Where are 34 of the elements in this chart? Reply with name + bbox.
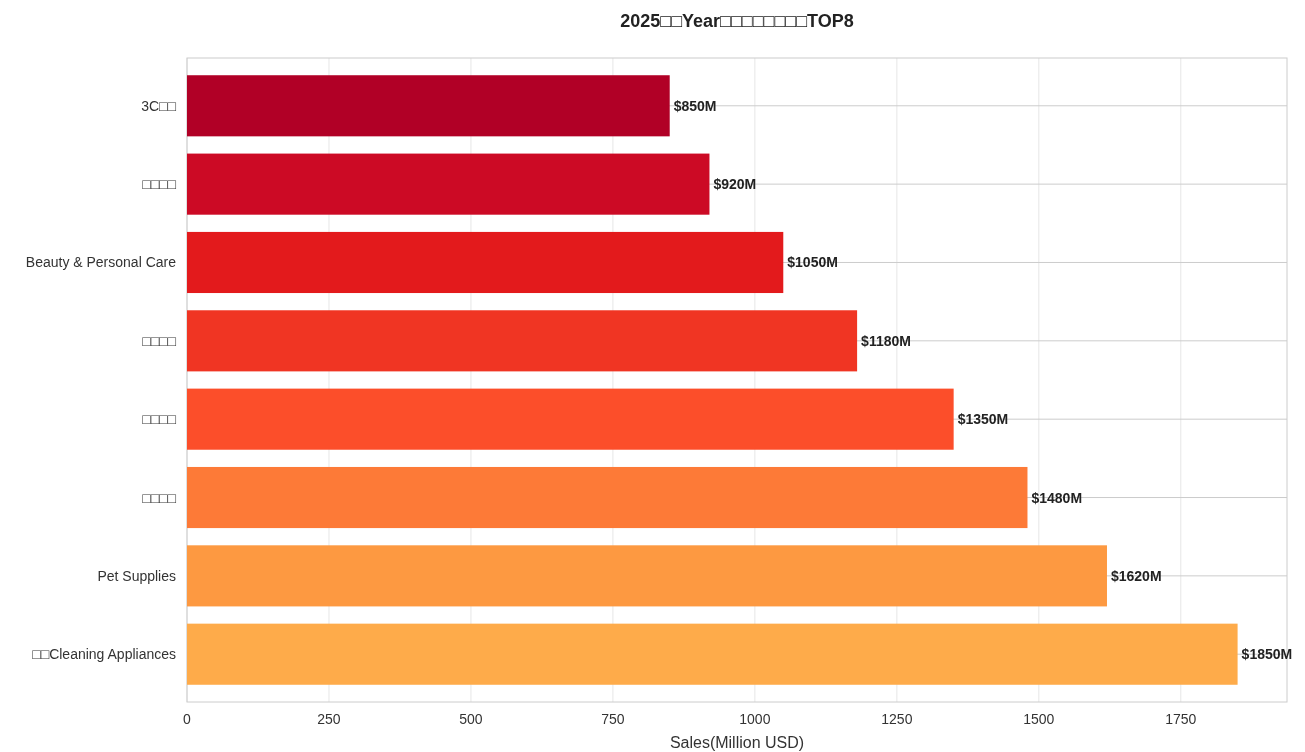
- bar: [187, 623, 1238, 685]
- x-tick-label: 1250: [881, 711, 913, 727]
- data-label: $1480M: [1031, 489, 1083, 506]
- data-label: $1050M: [787, 254, 838, 271]
- bar: [187, 153, 710, 215]
- bar: [187, 545, 1107, 607]
- data-label: $1850M: [1241, 646, 1293, 663]
- y-tick-label: □□□□: [142, 332, 177, 349]
- y-tick-label: Pet Supplies: [97, 567, 176, 584]
- data-label: $1620M: [1110, 567, 1162, 584]
- x-tick-label: 1750: [1165, 711, 1197, 727]
- bar: [187, 466, 1028, 529]
- data-label: $1350M: [957, 411, 1009, 428]
- x-tick-label: 1000: [739, 711, 771, 727]
- x-axis-title: Sales(Million USD): [669, 734, 805, 751]
- bar: [187, 75, 670, 137]
- data-label: $1180M: [861, 332, 911, 349]
- x-tick-label: 0: [183, 711, 192, 727]
- y-tick-label: Beauty & Personal Care: [25, 254, 177, 271]
- y-tick-label: 3C□□: [141, 97, 177, 114]
- x-tick-label: 250: [317, 711, 341, 727]
- data-label: $920M: [713, 176, 757, 193]
- chart-title: 2025□□Year□□□□□□□□TOP8: [620, 11, 854, 31]
- bar: [187, 231, 784, 294]
- bar: [187, 310, 858, 372]
- y-tick-label: □□□□: [142, 411, 177, 428]
- y-tick-label: □□□□: [142, 489, 177, 506]
- x-tick-label: 750: [601, 711, 625, 727]
- x-tick-label: 500: [459, 711, 483, 727]
- y-tick-label: □□Cleaning Appliances: [32, 646, 176, 663]
- x-tick-label: 1500: [1023, 711, 1055, 727]
- data-label: $850M: [673, 97, 717, 114]
- bar: [187, 388, 954, 450]
- y-tick-label: □□□□: [142, 176, 177, 193]
